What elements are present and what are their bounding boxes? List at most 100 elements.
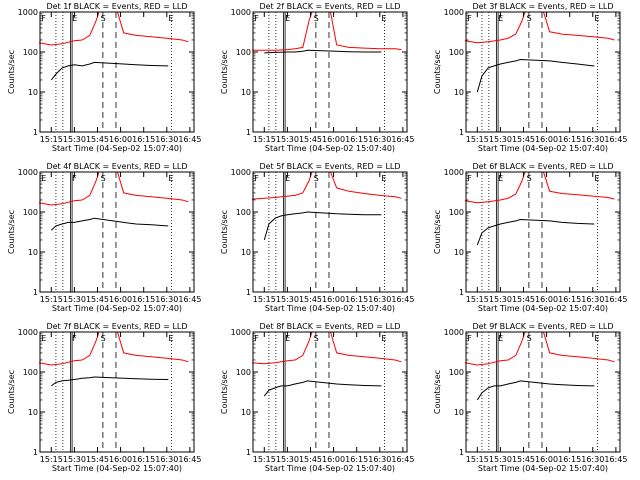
y-tick-label: 1000 xyxy=(231,328,251,337)
y-tick-label: 1 xyxy=(33,448,38,457)
y-tick-label: 10 xyxy=(241,248,251,257)
x-tick-label: 15:30 xyxy=(63,295,86,304)
y-tick-label: 10 xyxy=(454,408,464,417)
x-tick-label: 15:30 xyxy=(276,455,299,464)
x-tick-label: 16:30 xyxy=(155,135,178,144)
x-tick-label: 16:45 xyxy=(178,455,201,464)
event-marker-letter: F xyxy=(254,334,259,343)
x-tick-label: 16:15 xyxy=(132,295,155,304)
event-marker-letter: E xyxy=(498,334,503,343)
series-line-black xyxy=(50,376,169,387)
x-tick-label: 16:30 xyxy=(581,455,604,464)
y-tick-label: 1 xyxy=(459,128,464,137)
event-marker-letter: S xyxy=(527,334,532,343)
plot-frame xyxy=(252,171,408,293)
panel-title: Det 5f BLACK = Events, RED = LLD xyxy=(259,162,400,171)
panel-title: Det 4f BLACK = Events, RED = LLD xyxy=(46,162,187,171)
y-tick-label: 1 xyxy=(33,128,38,137)
x-tick-label: 16:30 xyxy=(368,135,391,144)
panel-title: Det 9f BLACK = Events, RED = LLD xyxy=(472,322,613,331)
event-marker-letter: E xyxy=(594,334,599,343)
x-axis-label: Start Time (04-Sep-02 15:07:40) xyxy=(478,144,608,153)
x-tick-label: 16:45 xyxy=(604,295,627,304)
event-marker-letter: E xyxy=(285,174,290,183)
y-tick-label: 1 xyxy=(459,288,464,297)
event-marker-letter: E xyxy=(381,334,386,343)
series-line-red xyxy=(251,331,402,365)
y-tick-label: 1000 xyxy=(18,328,38,337)
y-tick-label: 1000 xyxy=(231,8,251,17)
y-axis-label: Counts/sec xyxy=(433,210,442,254)
detector-panel-8: Det 8f BLACK = Events, RED = LLD 1 10 100 10… xyxy=(220,322,414,473)
y-axis-label: Counts/sec xyxy=(7,210,16,254)
y-tick-label: 100 xyxy=(236,208,251,217)
detector-panel-6: Det 6f BLACK = Events, RED = LLD 1 10 100 10… xyxy=(433,162,627,313)
y-tick-label: 1 xyxy=(459,448,464,457)
event-marker-letter: S xyxy=(527,14,532,23)
x-axis-label: Start Time (04-Sep-02 15:07:40) xyxy=(52,144,182,153)
x-tick-label: 15:15 xyxy=(253,455,276,464)
y-tick-label: 100 xyxy=(236,48,251,57)
x-tick-label: 16:15 xyxy=(558,455,581,464)
x-tick-label: 15:15 xyxy=(466,135,489,144)
x-tick-label: 15:45 xyxy=(86,455,109,464)
y-tick-label: 100 xyxy=(23,208,38,217)
x-tick-label: 15:15 xyxy=(466,295,489,304)
y-tick-label: 1000 xyxy=(231,168,251,177)
x-tick-label: 15:15 xyxy=(253,135,276,144)
series-line-red xyxy=(38,171,189,206)
y-tick-label: 1 xyxy=(246,448,251,457)
x-tick-label: 16:30 xyxy=(155,455,178,464)
x-tick-label: 15:45 xyxy=(512,295,535,304)
event-marker-letter: E xyxy=(594,14,599,23)
detector-panel-2: Det 2f BLACK = Events, RED = LLD 1 10 100 10… xyxy=(220,2,414,153)
x-tick-label: 16:45 xyxy=(178,135,201,144)
y-tick-label: 10 xyxy=(454,88,464,97)
y-axis-label: Counts/sec xyxy=(220,50,229,94)
event-marker-letter: E xyxy=(41,174,46,183)
plot-frame xyxy=(39,11,195,133)
x-tick-label: 15:15 xyxy=(40,295,63,304)
event-marker-letter: F xyxy=(41,14,46,23)
event-marker-letter: F xyxy=(467,334,472,343)
x-tick-label: 16:45 xyxy=(391,455,414,464)
x-tick-label: 16:15 xyxy=(132,135,155,144)
y-tick-label: 1000 xyxy=(18,168,38,177)
x-tick-label: 16:45 xyxy=(178,295,201,304)
y-axis-label: Counts/sec xyxy=(433,50,442,94)
x-axis-label: Start Time (04-Sep-02 15:07:40) xyxy=(52,304,182,313)
x-axis-label: Start Time (04-Sep-02 15:07:40) xyxy=(265,464,395,473)
event-marker-letter: S xyxy=(314,14,319,23)
y-tick-label: 1000 xyxy=(444,8,464,17)
x-tick-label: 16:15 xyxy=(558,295,581,304)
x-axis-label: Start Time (04-Sep-02 15:07:40) xyxy=(478,304,608,313)
event-marker-letter: F xyxy=(467,174,472,183)
x-tick-label: 15:15 xyxy=(253,295,276,304)
event-marker-letter: S xyxy=(101,14,106,23)
event-marker-letter: F xyxy=(254,14,259,23)
panel-title: Det 7f BLACK = Events, RED = LLD xyxy=(46,322,187,331)
x-tick-label: 15:45 xyxy=(512,135,535,144)
x-tick-label: 15:45 xyxy=(512,455,535,464)
y-tick-label: 10 xyxy=(28,248,38,257)
plot-frame xyxy=(39,331,195,453)
x-tick-label: 15:30 xyxy=(489,135,512,144)
plot-frame xyxy=(252,331,408,453)
y-tick-label: 100 xyxy=(236,368,251,377)
event-marker-letter: E xyxy=(168,14,173,23)
x-tick-label: 15:15 xyxy=(466,455,489,464)
x-tick-label: 15:45 xyxy=(86,295,109,304)
x-tick-label: 16:00 xyxy=(535,455,558,464)
y-axis-label: Counts/sec xyxy=(7,370,16,414)
y-tick-label: 10 xyxy=(454,248,464,257)
event-marker-letter: E xyxy=(285,334,290,343)
y-tick-label: 1 xyxy=(246,288,251,297)
y-tick-label: 1 xyxy=(33,288,38,297)
event-marker-letter: F xyxy=(467,14,472,23)
detector-panel-7: Det 7f BLACK = Events, RED = LLD 1 10 100 10… xyxy=(7,322,201,473)
panel-title: Det 3f BLACK = Events, RED = LLD xyxy=(472,2,613,11)
x-tick-label: 16:30 xyxy=(581,135,604,144)
x-tick-label: 15:45 xyxy=(299,295,322,304)
x-tick-label: 16:45 xyxy=(391,295,414,304)
series-line-black xyxy=(263,380,382,397)
